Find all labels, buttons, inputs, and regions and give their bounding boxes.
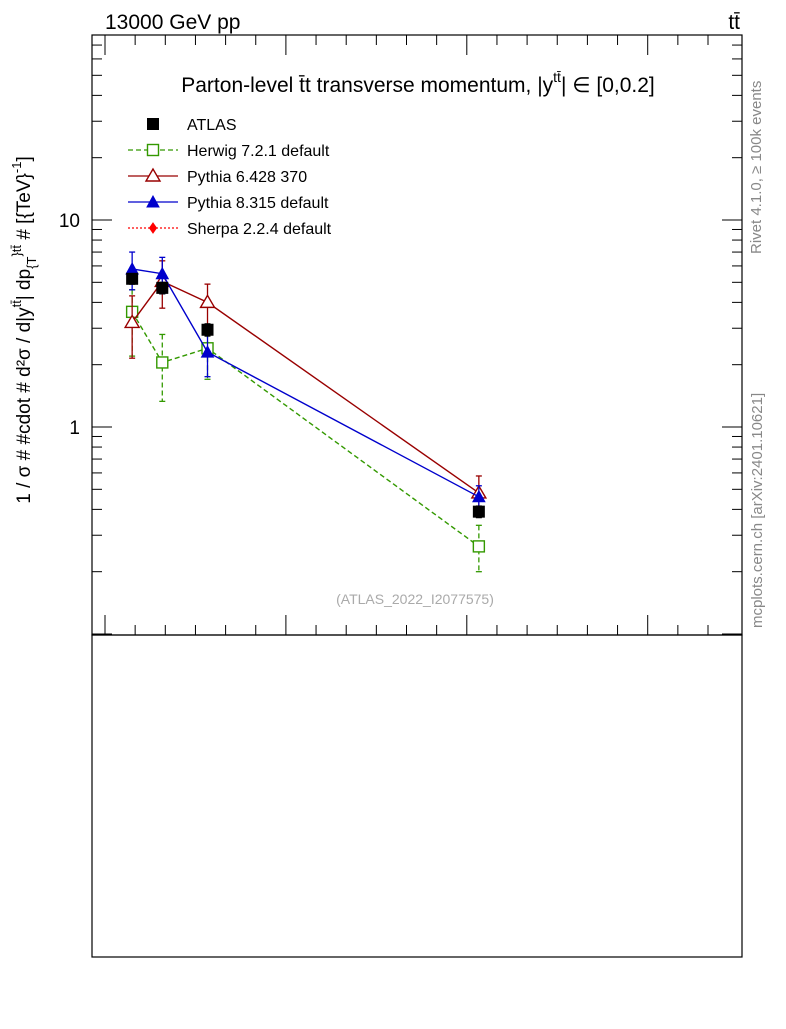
legend-marker: [148, 222, 158, 234]
data-point: [126, 272, 139, 285]
data-point: [199, 293, 216, 309]
data-point: [472, 489, 486, 503]
legend-item: Pythia 6.428 370: [128, 167, 307, 186]
legend-label: Sherpa 2.2.4 default: [187, 221, 332, 238]
legend-label: Pythia 6.428 370: [187, 169, 307, 186]
data-point: [472, 505, 485, 518]
series-atlas: [126, 272, 485, 519]
series-layer: [123, 251, 488, 573]
series-line: [132, 268, 480, 498]
y-tick-label-1: 1: [69, 418, 80, 439]
legend-label: ATLAS: [187, 117, 237, 134]
series-herwig-7-2-1-default: [125, 289, 486, 573]
data-point: [156, 281, 169, 294]
data-point: [472, 540, 486, 553]
data-point: [125, 261, 139, 275]
y-tick-label-10: 10: [59, 211, 80, 232]
data-point: [123, 314, 141, 329]
legend: ATLAS Herwig 7.2.1 default Pythia 6.428 37…: [128, 117, 332, 238]
series-line: [131, 280, 480, 494]
legend-item: Sherpa 2.2.4 default: [128, 221, 332, 238]
mcplots-reference-label: mcplots.cern.ch [arXiv:2401.10621]: [749, 393, 766, 628]
analysis-watermark: (ATLAS_2022_I2077575): [336, 591, 494, 607]
legend-item: ATLAS: [147, 117, 237, 134]
data-point: [156, 356, 169, 369]
y-tick-labels: 1 10: [59, 211, 80, 439]
data-point: [155, 266, 170, 280]
legend-marker: [147, 118, 159, 130]
y-axis-label: 1 / σ # #cdot # d²σ / d|ytt̄| dp{T}tt̄ #…: [9, 156, 39, 503]
chart-title: Parton-level t̄t transverse momentum, |y…: [181, 69, 655, 97]
legend-marker: [146, 194, 160, 208]
legend-item: Pythia 8.315 default: [128, 194, 329, 212]
header-right-label: tt̄: [728, 11, 740, 34]
legend-label: Herwig 7.2.1 default: [187, 143, 330, 160]
series-line: [131, 311, 480, 547]
series-pythia-8-315-default: [125, 251, 486, 511]
data-point: [200, 345, 215, 358]
axis-ticks: [92, 35, 742, 635]
legend-marker: [144, 167, 162, 182]
legend-label: Pythia 8.315 default: [187, 195, 329, 212]
data-point: [201, 323, 214, 336]
legend-marker: [146, 143, 160, 157]
ratio-plot-frame: [91, 634, 743, 958]
rivet-version-label: Rivet 4.1.0, ≥ 100k events: [748, 81, 765, 254]
legend-item: Herwig 7.2.1 default: [128, 143, 330, 160]
header-left-label: 13000 GeV pp: [105, 11, 240, 34]
